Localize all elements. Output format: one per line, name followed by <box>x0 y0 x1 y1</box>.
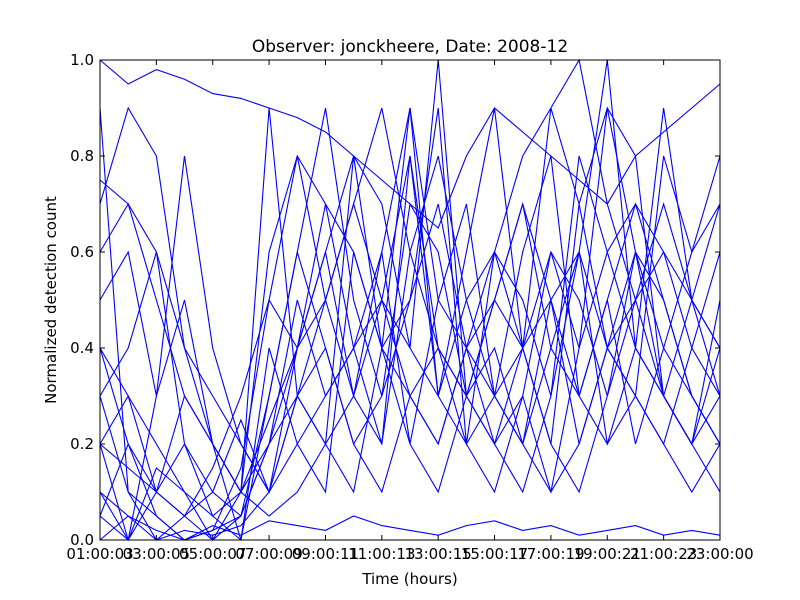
y-tick-label: 0.8 <box>70 147 94 165</box>
x-tick-label: 21:00:23 <box>630 545 697 563</box>
series-line-17 <box>99 107 721 541</box>
chart-title: Observer: jonckheere, Date: 2008-12 <box>252 37 568 57</box>
x-tick-label: 19:00:21 <box>574 545 641 563</box>
series-layer <box>99 58 721 542</box>
y-tick-label: 0.0 <box>70 531 94 549</box>
x-tick-label: 15:00:17 <box>461 545 528 563</box>
series-line-1 <box>99 515 721 541</box>
y-tick-label: 0.4 <box>70 339 94 357</box>
x-tick-label: 23:00:00 <box>686 545 753 563</box>
x-tick-label: 07:00:09 <box>235 545 302 563</box>
series-line-16 <box>99 106 721 494</box>
x-axis-label: Time (hours) <box>361 570 457 588</box>
x-tick-label: 13:00:15 <box>404 545 471 563</box>
x-tick-label: 01:00:03 <box>66 545 133 563</box>
series-line-11 <box>99 59 721 229</box>
ticks-layer: 01:00:0303:00:0505:00:0707:00:0909:00:11… <box>66 51 753 563</box>
y-axis-label: Normalized detection count <box>42 196 60 404</box>
plot-frame <box>99 59 721 541</box>
x-tick-label: 17:00:19 <box>517 545 584 563</box>
x-tick-label: 05:00:07 <box>179 545 246 563</box>
series-line-18 <box>99 107 721 541</box>
x-tick-label: 03:00:05 <box>123 545 190 563</box>
y-tick-label: 0.2 <box>70 435 94 453</box>
y-tick-label: 0.6 <box>70 243 94 261</box>
x-tick-label: 09:00:11 <box>292 545 359 563</box>
x-tick-label: 11:00:13 <box>348 545 415 563</box>
y-tick-label: 1.0 <box>70 51 94 69</box>
series-line-15 <box>99 203 721 541</box>
